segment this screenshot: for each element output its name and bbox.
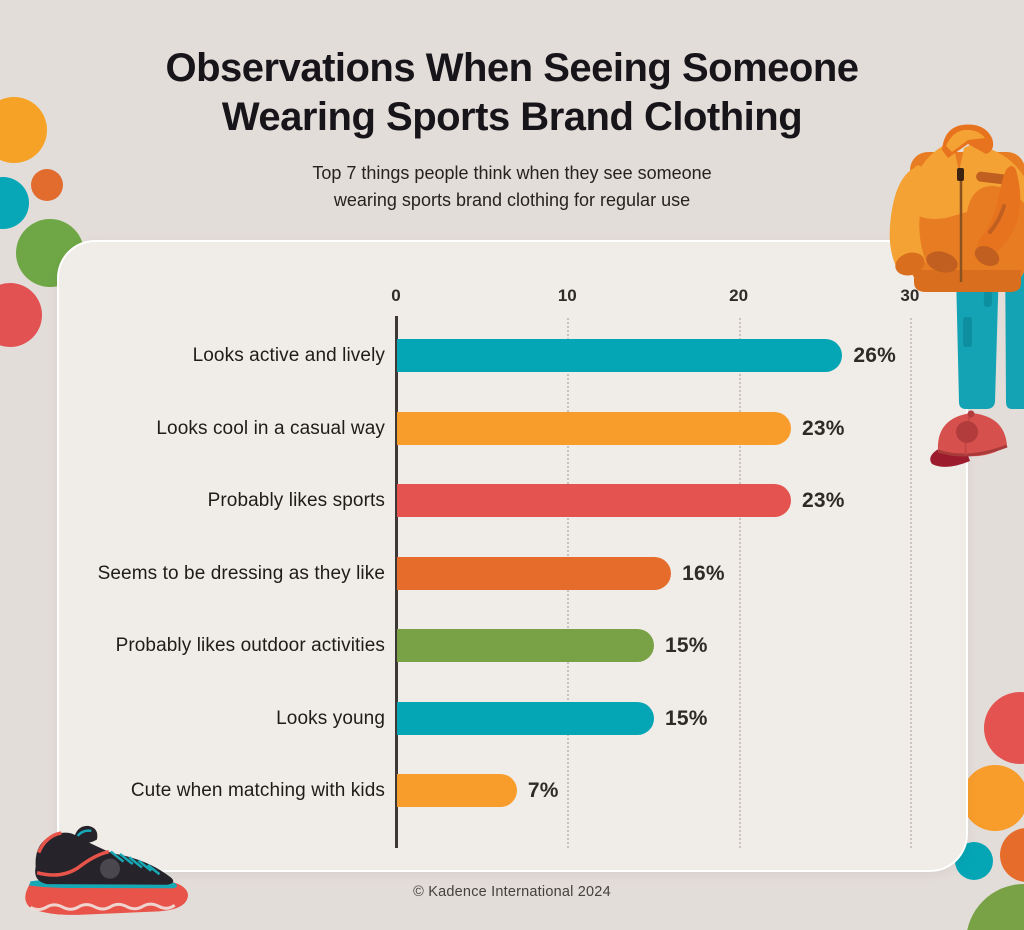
category-label: Looks young [276, 707, 385, 729]
category-label: Probably likes sports [207, 490, 385, 511]
bar [397, 339, 843, 372]
chart-gridline [909, 318, 912, 848]
page-title: Observations When Seeing Someone Wearing… [62, 44, 962, 142]
axis-tick-label: 30 [900, 286, 920, 305]
bar [397, 411, 791, 445]
value-label: 26% [853, 344, 897, 367]
bar [397, 701, 654, 735]
value-label: 23% [801, 416, 845, 440]
category-label: Looks cool in a casual way [156, 417, 385, 439]
bar [397, 556, 672, 590]
category-label: Probably likes outdoor activities [115, 635, 385, 656]
decorative-circle [31, 169, 63, 201]
axis-tick-label: 0 [391, 286, 401, 305]
bar [397, 629, 654, 662]
bar [397, 484, 791, 517]
category-label: Looks active and lively [192, 345, 385, 366]
red-cap-illustration [930, 410, 1008, 467]
copyright-text: © Kadence International 2024 [413, 884, 611, 900]
category-label: Cute when matching with kids [130, 780, 385, 801]
value-label: 23% [801, 489, 845, 512]
value-label: 15% [664, 634, 708, 657]
chart-gridline [738, 318, 741, 848]
decorative-circle [962, 765, 1024, 831]
subtitle-line-1: Top 7 things people think when they see … [312, 163, 712, 183]
sneaker-illustration [25, 825, 189, 915]
bar [397, 774, 517, 807]
value-label: 7% [527, 779, 559, 802]
axis-tick-label: 10 [557, 286, 577, 305]
jacket-and-pants-illustration [889, 124, 1024, 409]
value-label: 15% [664, 706, 708, 730]
title-line-2: Wearing Sports Brand Clothing [221, 94, 803, 139]
title-line-1: Observations When Seeing Someone [165, 46, 859, 90]
page-subtitle: Top 7 things people think when they see … [212, 160, 812, 214]
chart-axis-line [395, 316, 398, 848]
axis-tick-label: 20 [729, 286, 749, 305]
subtitle-line-2: wearing sports brand clothing for regula… [333, 190, 691, 210]
category-label: Seems to be dressing as they like [97, 562, 385, 584]
value-label: 16% [682, 561, 725, 585]
